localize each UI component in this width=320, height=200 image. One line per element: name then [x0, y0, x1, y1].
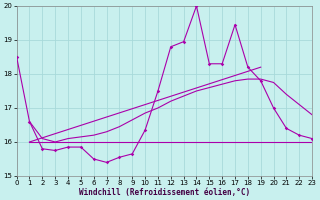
X-axis label: Windchill (Refroidissement éolien,°C): Windchill (Refroidissement éolien,°C) [79, 188, 250, 197]
